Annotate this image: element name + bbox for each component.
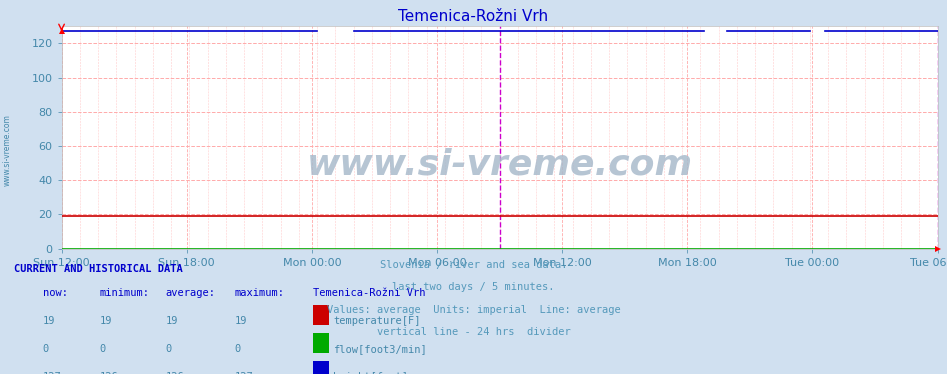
Text: Values: average  Units: imperial  Line: average: Values: average Units: imperial Line: av… bbox=[327, 305, 620, 315]
Text: 126: 126 bbox=[166, 372, 185, 374]
Text: 126: 126 bbox=[99, 372, 118, 374]
Text: CURRENT AND HISTORICAL DATA: CURRENT AND HISTORICAL DATA bbox=[14, 264, 183, 274]
Text: 0: 0 bbox=[235, 344, 241, 354]
Text: Temenica-Rožni Vrh: Temenica-Rožni Vrh bbox=[399, 9, 548, 24]
Text: 19: 19 bbox=[235, 316, 247, 326]
Text: 19: 19 bbox=[43, 316, 55, 326]
Text: average:: average: bbox=[166, 288, 216, 298]
Text: Slovenia / river and sea data.: Slovenia / river and sea data. bbox=[380, 260, 567, 270]
Text: www.si-vreme.com: www.si-vreme.com bbox=[307, 147, 692, 181]
Text: last two days / 5 minutes.: last two days / 5 minutes. bbox=[392, 282, 555, 292]
Text: now:: now: bbox=[43, 288, 67, 298]
Text: 19: 19 bbox=[99, 316, 112, 326]
Text: flow[foot3/min]: flow[foot3/min] bbox=[333, 344, 427, 354]
Text: vertical line - 24 hrs  divider: vertical line - 24 hrs divider bbox=[377, 327, 570, 337]
Text: 127: 127 bbox=[43, 372, 62, 374]
Text: height[foot]: height[foot] bbox=[333, 372, 408, 374]
Text: 19: 19 bbox=[166, 316, 178, 326]
Text: temperature[F]: temperature[F] bbox=[333, 316, 420, 326]
Text: 0: 0 bbox=[43, 344, 49, 354]
Text: Temenica-Rožni Vrh: Temenica-Rožni Vrh bbox=[313, 288, 425, 298]
Text: 0: 0 bbox=[166, 344, 172, 354]
Text: 127: 127 bbox=[235, 372, 254, 374]
Text: 0: 0 bbox=[99, 344, 106, 354]
Text: maximum:: maximum: bbox=[235, 288, 285, 298]
Text: minimum:: minimum: bbox=[99, 288, 150, 298]
Text: www.si-vreme.com: www.si-vreme.com bbox=[3, 114, 12, 186]
